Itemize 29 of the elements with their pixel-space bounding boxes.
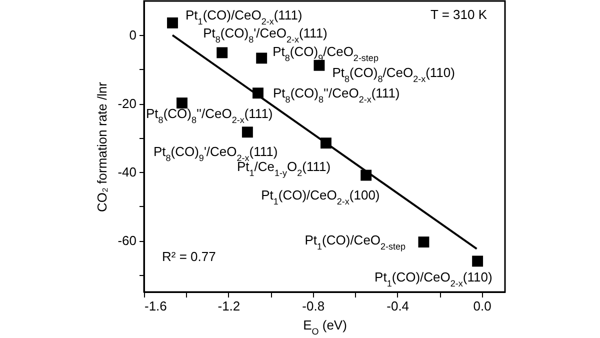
point xyxy=(176,98,188,108)
data-label: Pt$_{8}$(CO)$_{8}$''/CeO$_{2-x}$(111) xyxy=(273,85,400,104)
annotation: R² = 0.77 xyxy=(162,249,216,264)
point xyxy=(216,47,228,58)
point xyxy=(314,60,325,71)
data-label: Pt$_{8}$(CO)$_{8}$/CeO$_{2-x}$(110) xyxy=(332,64,455,84)
data-label: Pt$_{1}$(CO)/CeO$_{2-step}$ xyxy=(304,232,406,252)
point xyxy=(242,126,253,138)
y-tick-label: -60 xyxy=(118,233,136,248)
y-tick-label: -40 xyxy=(118,164,136,180)
point xyxy=(256,52,268,64)
point xyxy=(418,236,430,248)
x-tick-label: -1.6 xyxy=(144,298,167,314)
data-label: Pt$_{8}$(CO)$_{8}$''/CeO$_{2-x}$(111) xyxy=(146,106,273,126)
data-label: Pt$_{1}$(CO)/CeO$_{2-x}$(100) xyxy=(261,187,380,206)
data-label: Pt$_{1}$(CO)/CeO$_{2-x}$(110) xyxy=(374,270,492,289)
annotation: T = 310 K xyxy=(430,7,488,22)
y-tick-label: 0 xyxy=(129,28,136,43)
x-tick-label: -1.2 xyxy=(218,298,240,314)
data-label: Pt$_{1}$(CO)/CeO$_{2-x}$(111) xyxy=(186,7,302,26)
x-tick-label: -0.8 xyxy=(302,298,325,314)
x-tick-label: -0.4 xyxy=(386,298,410,314)
y-tick-label: -20 xyxy=(118,96,136,112)
x-tick-label: 0.0 xyxy=(473,298,492,314)
data-label: Pt$_{8}$(CO)$_{8}$'/CeO$_{2-x}$(111) xyxy=(203,26,328,45)
point xyxy=(472,256,484,267)
y-axis-title: CO₂ formation rate /lnr xyxy=(94,81,110,212)
x-axis-title: E$_{O}$ (eV) xyxy=(303,318,347,336)
point xyxy=(167,17,178,28)
